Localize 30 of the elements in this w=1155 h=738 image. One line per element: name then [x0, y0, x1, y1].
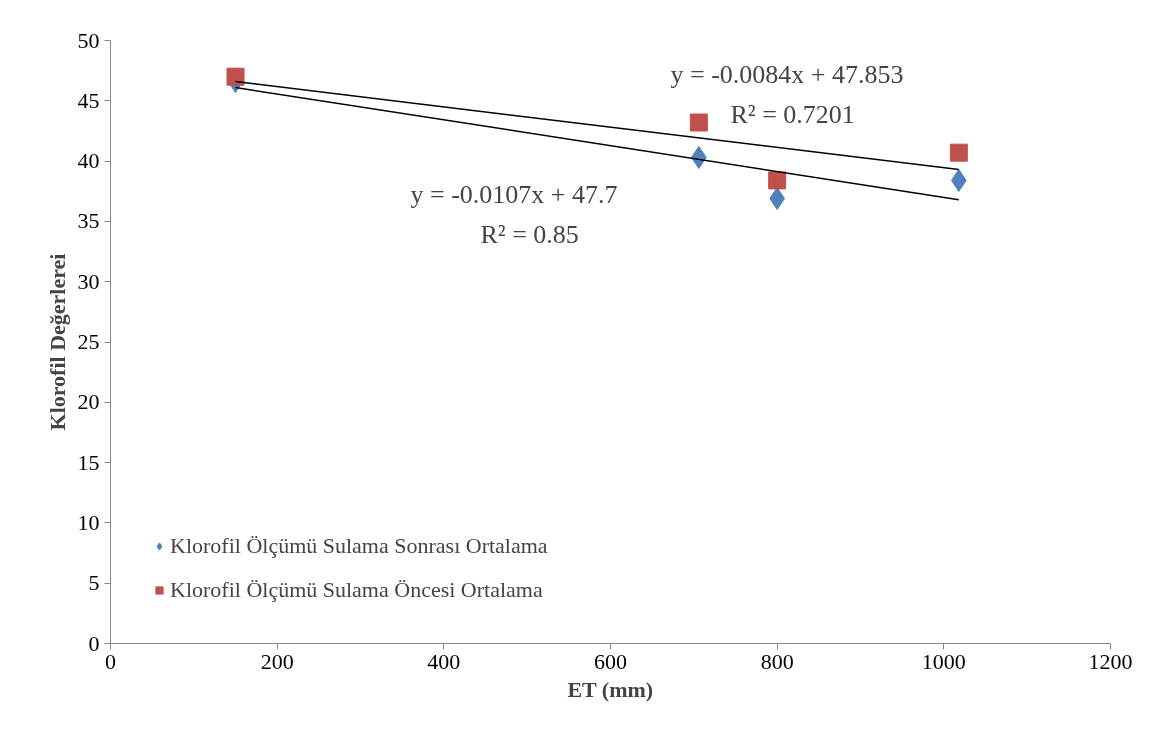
point	[768, 171, 787, 190]
point	[949, 143, 968, 162]
y-tick-label: 30	[77, 268, 100, 294]
x-tick-label: 600	[594, 648, 627, 674]
y-tick-label: 20	[77, 389, 100, 415]
x-tick-label: 0	[105, 648, 116, 674]
annotation: y = -0.0107x + 47.7	[410, 179, 618, 209]
y-tick-label: 10	[77, 509, 100, 535]
annotation: R² = 0.7201	[730, 99, 855, 129]
x-tick-label: 1000	[921, 648, 966, 674]
y-tick-label: 5	[88, 570, 100, 596]
y-tick-label: 50	[77, 27, 100, 53]
x-tick-label: 1200	[1088, 648, 1133, 674]
y-tick-label: 40	[77, 148, 100, 174]
y-tick-label: 35	[77, 208, 100, 234]
x-axis-title: ET (mm)	[567, 676, 654, 702]
x-tick-label: 200	[260, 648, 294, 674]
y-tick-label: 25	[77, 329, 100, 354]
point	[689, 113, 708, 132]
y-tick-label: 45	[77, 87, 100, 113]
legend-label: Klorofil Ölçümü Sulama Öncesi Ortalama	[170, 577, 543, 603]
y-tick-label: 15	[77, 449, 100, 475]
annotation: R² = 0.85	[480, 219, 579, 249]
point	[226, 67, 245, 86]
legend-label: Klorofil Ölçümü Sulama Sonrası Ortalama	[170, 533, 548, 559]
y-axis-title: Klorofil Değerlerei	[44, 253, 70, 431]
annotation: y = -0.0084x + 47.853	[670, 59, 904, 89]
x-tick-label: 400	[427, 648, 461, 674]
x-tick-label: 800	[760, 648, 794, 674]
y-tick-label: 0	[88, 630, 100, 656]
